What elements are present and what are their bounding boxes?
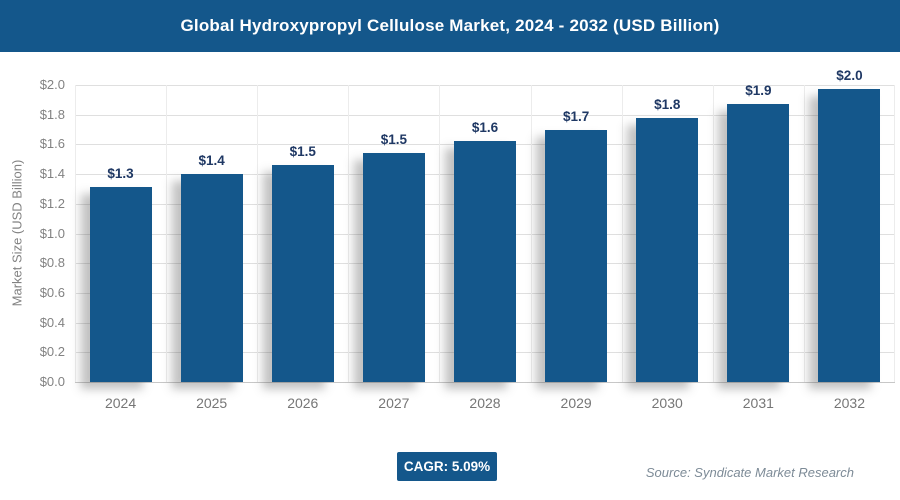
chart-title: Global Hydroxypropyl Cellulose Market, 2…: [180, 16, 720, 35]
y-tick-label: $0.8: [39, 255, 65, 271]
x-axis-label: 2024: [104, 395, 137, 411]
y-tick-label: $0.0: [39, 374, 65, 389]
bar: [362, 153, 425, 382]
bar: [454, 141, 516, 382]
y-tick-label: $1.4: [39, 166, 65, 182]
plot-area: $0.0 $0.2 $0.4 $0.6 $0.8 $1.0 $1.2 $1.4 $1.6 $1.8…: [40, 68, 895, 411]
x-gridline: [803, 85, 805, 382]
bar-value-label: $2.0: [836, 68, 863, 84]
x-gridline: [257, 85, 259, 382]
x-gridline: [894, 85, 895, 382]
y-tick-label: $2.0: [39, 77, 65, 92]
x-gridline: [712, 85, 714, 382]
bar-value-label: $1.4: [198, 153, 225, 169]
y-tick-label: $0.2: [39, 344, 65, 360]
bar: [545, 129, 608, 382]
x-gridline: [439, 85, 441, 382]
x-axis-label: 2025: [196, 395, 228, 411]
y-gridline: [75, 85, 895, 86]
x-axis-label: 2029: [560, 395, 592, 411]
x-axis-label: 2031: [742, 395, 774, 411]
bar: [636, 117, 699, 382]
bar-value-label: $1.9: [745, 83, 772, 99]
x-gridline: [530, 85, 532, 382]
chart-title-bar: Global Hydroxypropyl Cellulose Market, 2…: [0, 0, 900, 52]
x-axis-label: 2027: [378, 395, 410, 411]
x-axis-label: 2026: [287, 395, 319, 411]
y-gridline: [75, 382, 895, 383]
bar-value-label: $1.6: [471, 120, 499, 136]
bar: [89, 187, 152, 382]
bar-value-label: $1.7: [562, 108, 590, 124]
bar: [180, 174, 243, 382]
bar-value-label: $1.3: [107, 166, 134, 182]
bar-value-label: $1.5: [380, 132, 408, 148]
bar-value-label: $1.5: [289, 144, 316, 160]
x-axis-label: 2032: [833, 395, 866, 411]
x-axis-label: 2028: [469, 395, 501, 411]
bar-value-label: $1.8: [654, 96, 681, 112]
bar: [727, 104, 790, 382]
y-tick-label: $0.6: [39, 284, 65, 300]
x-gridline: [75, 85, 76, 382]
x-gridline: [348, 85, 350, 382]
bar: [271, 165, 334, 382]
cagr-label: CAGR: 5.09%: [403, 459, 491, 474]
y-tick-label: $1.8: [39, 106, 65, 122]
y-gridline: [75, 114, 895, 116]
source-attribution: Source: Syndicate Market Research: [645, 465, 854, 480]
y-tick-label: $0.4: [39, 314, 65, 330]
y-tick-label: $1.0: [39, 225, 65, 241]
x-axis-label: 2030: [651, 395, 683, 411]
y-tick-label: $1.2: [39, 195, 65, 211]
cagr-badge: CAGR: 5.09%: [397, 452, 497, 481]
x-gridline: [166, 85, 168, 382]
bar: [818, 89, 881, 382]
y-tick-label: $1.6: [39, 136, 65, 152]
x-gridline: [621, 85, 623, 382]
